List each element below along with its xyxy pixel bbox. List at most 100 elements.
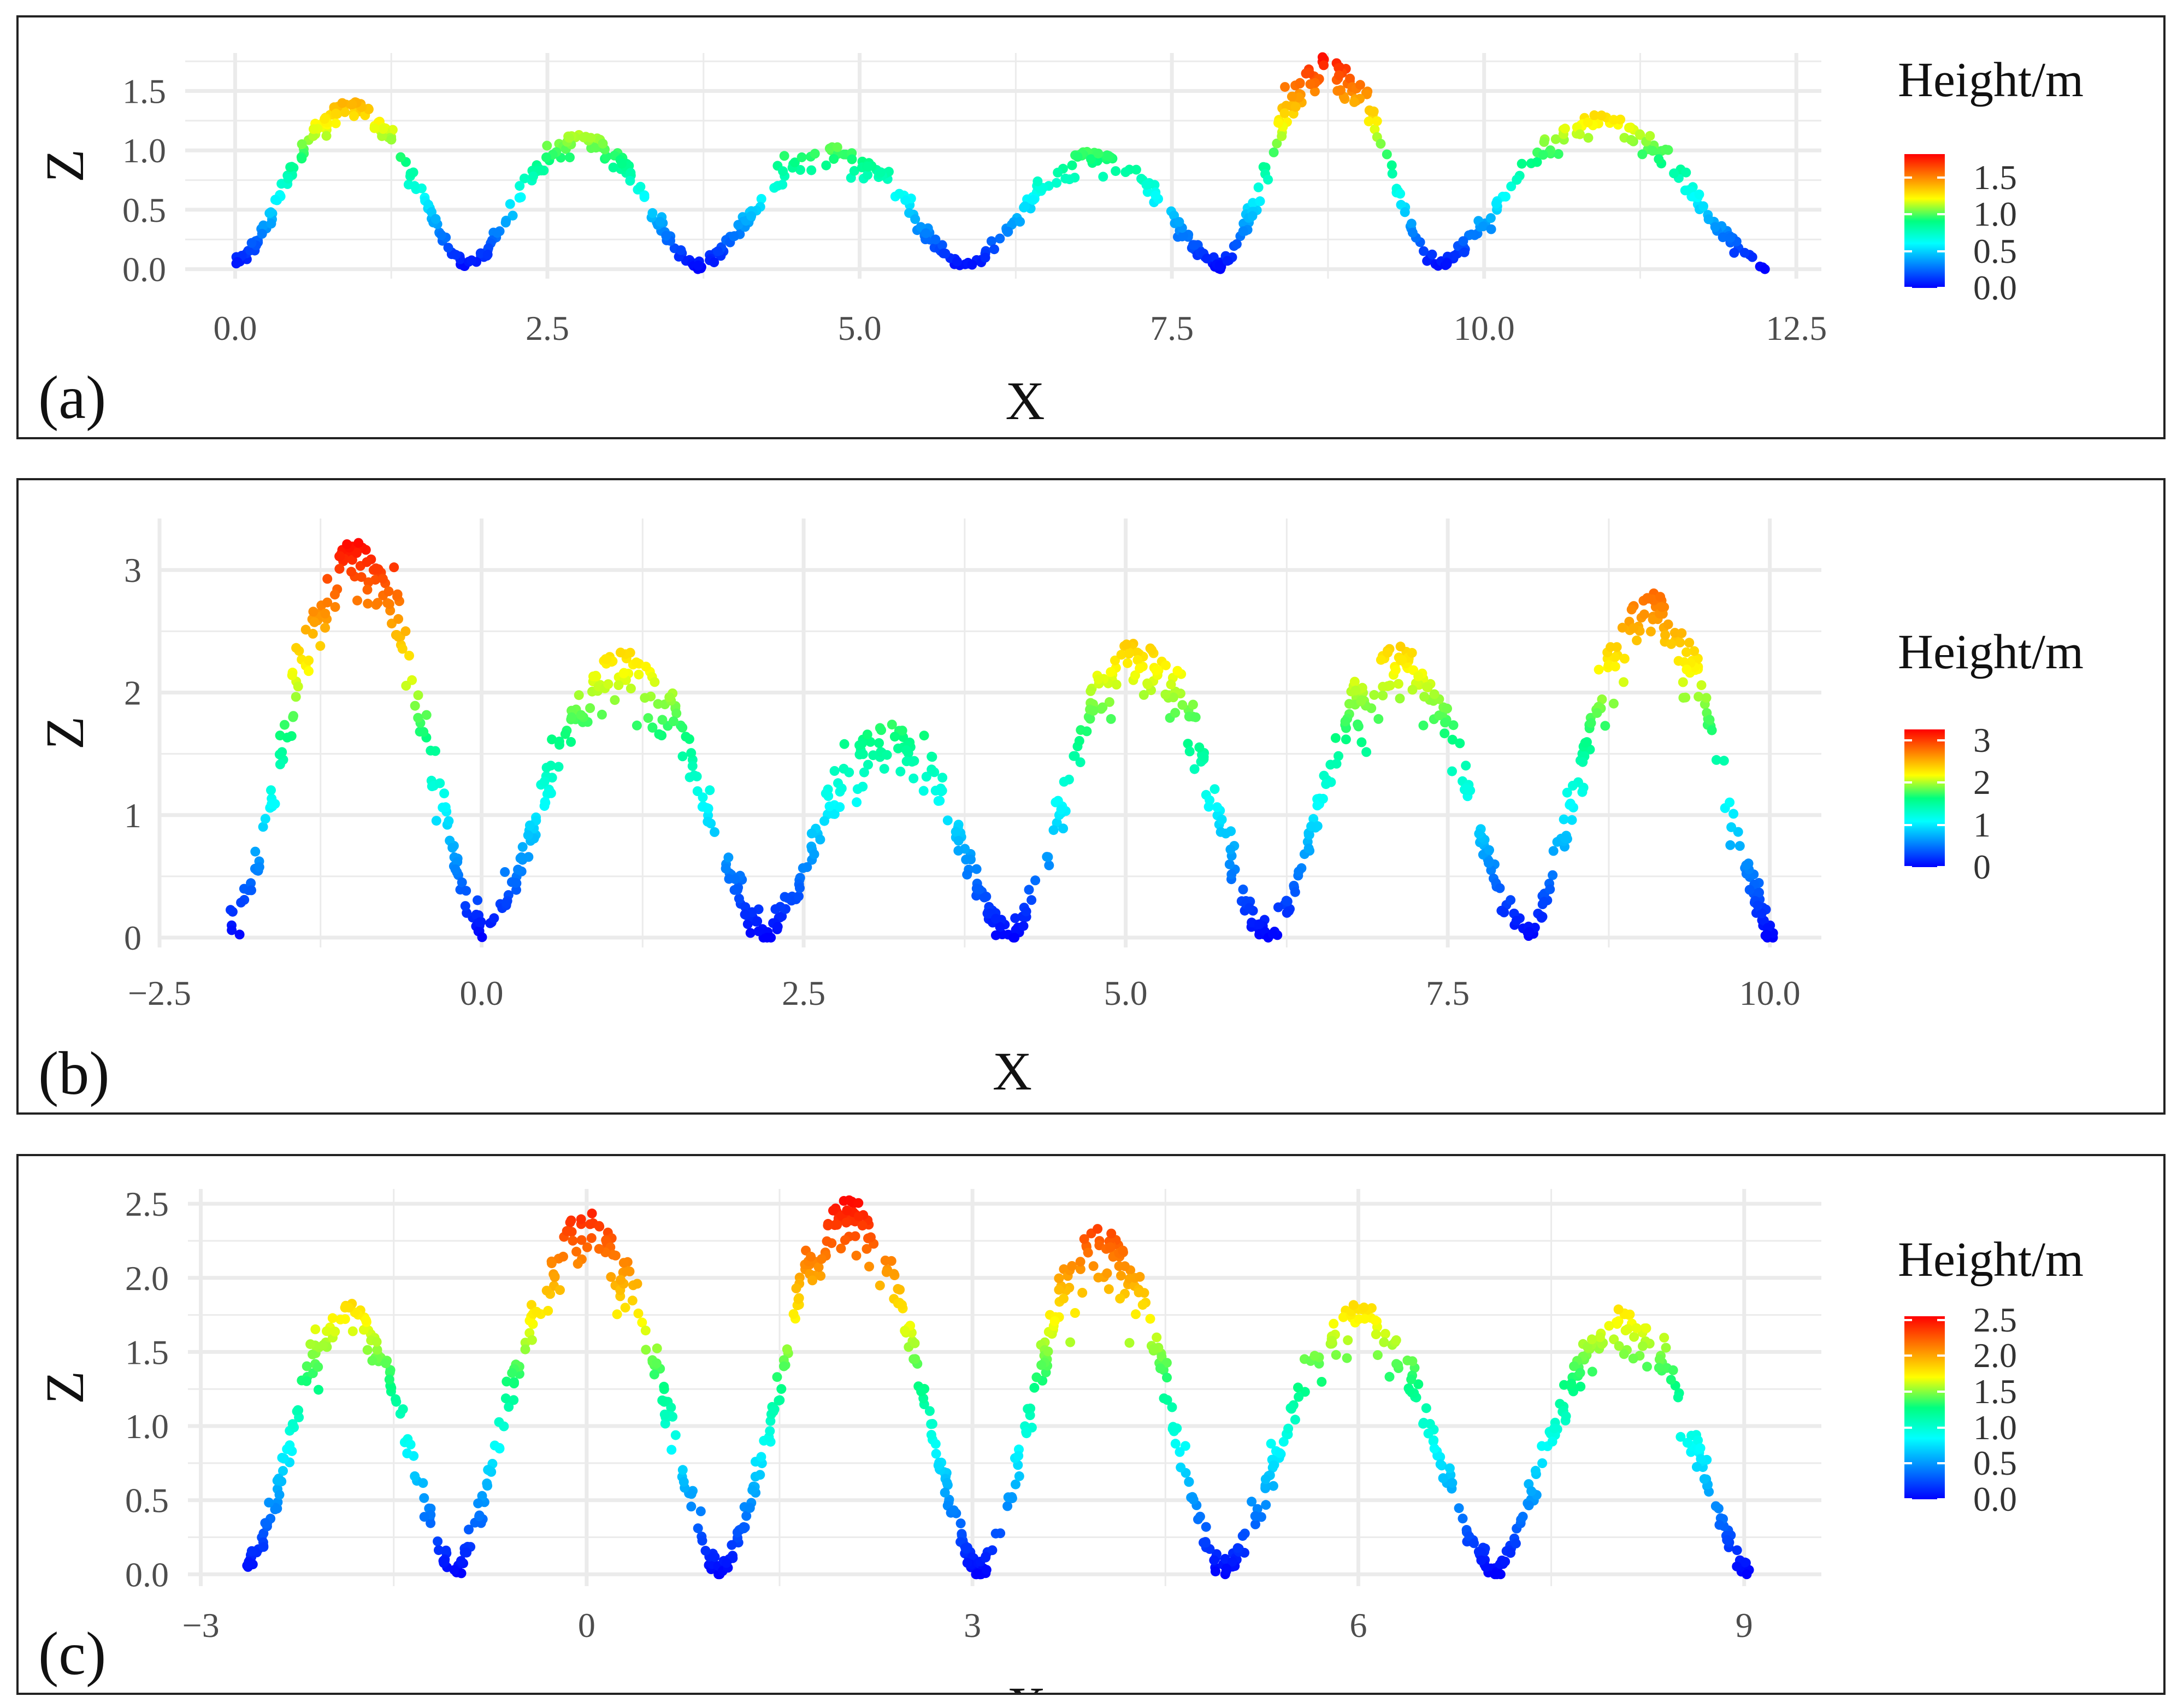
data-point [525,820,535,831]
data-point [565,1217,575,1228]
data-point [841,1217,852,1228]
data-point [1440,717,1450,728]
data-point [1495,883,1505,893]
data-point [806,165,817,175]
data-point [746,211,757,221]
data-point [1106,1228,1117,1239]
data-point [568,1235,578,1246]
y-tick-label: 1.0 [122,131,166,170]
data-point [1194,742,1205,752]
data-point [1330,733,1341,743]
data-point [933,1460,943,1470]
data-point [1309,86,1320,97]
data-point [1232,1543,1243,1553]
data-point [862,729,872,740]
data-point [1283,1423,1294,1434]
data-point [475,917,485,927]
data-point [431,816,441,826]
data-point [1635,130,1645,140]
data-point [1247,1497,1257,1507]
data-point [1459,247,1470,257]
data-point [1694,189,1704,199]
data-point [322,597,333,608]
data-point [989,244,999,255]
data-point [1511,1538,1521,1548]
data-point [709,257,719,268]
data-point [362,557,372,567]
data-point [1124,1338,1135,1348]
data-point [400,626,411,637]
data-point [1250,1511,1260,1521]
data-point [990,914,1001,924]
data-point [1344,699,1354,709]
data-point [1549,1423,1559,1434]
data-point [258,1542,269,1552]
data-point [1290,1415,1300,1425]
data-point [723,852,734,863]
data-point [547,734,557,745]
data-point [698,792,708,803]
data-point [640,693,650,703]
data-point [1429,1444,1439,1454]
data-point [358,1324,369,1335]
data-point [1524,1500,1534,1511]
data-point [1536,912,1547,923]
data-point [1014,1471,1024,1481]
data-point [807,1275,818,1286]
data-point [1390,665,1401,675]
data-point [921,771,931,782]
data-point [335,1315,346,1324]
data-point [318,1340,328,1351]
legend-label: 2.0 [1973,1336,2017,1375]
data-point [1660,630,1671,640]
data-point [1083,1247,1093,1258]
data-point [1642,1362,1652,1372]
data-point [516,192,526,202]
data-point [894,189,905,199]
data-point [789,157,800,168]
data-point [547,773,557,783]
data-point [1059,1293,1069,1304]
data-point [1609,1334,1619,1345]
data-point [1659,1333,1669,1343]
data-point [1106,714,1116,724]
data-point [287,670,297,680]
data-point [352,548,362,558]
y-tick-label: 2.0 [125,1259,169,1298]
data-point [1138,690,1149,700]
data-point [278,1466,288,1476]
data-point [881,1267,892,1277]
data-point [953,835,964,846]
data-point [459,1547,470,1558]
data-point [1689,646,1700,656]
data-point [1391,1335,1401,1345]
data-point [1732,1545,1742,1556]
data-point [1067,160,1077,170]
data-point [641,1345,651,1355]
data-point [283,173,293,184]
x-axis-title: X [1005,370,1045,431]
data-point [835,802,845,812]
data-point [1726,822,1737,832]
data-point [477,932,487,943]
data-point [842,1205,852,1216]
data-point [626,168,636,178]
x-tick-label: −2.5 [128,974,191,1012]
data-point [1594,664,1604,675]
data-point [1693,1435,1703,1446]
data-point [1290,887,1300,897]
data-point [246,1546,257,1556]
data-point [937,240,947,250]
data-point [573,1259,583,1269]
data-point [346,567,356,577]
data-point [1096,704,1106,714]
data-point [1641,1323,1651,1333]
data-point [342,539,352,549]
data-point [863,162,874,172]
data-point [1355,80,1365,90]
data-point [846,1196,856,1206]
data-point [1361,747,1372,757]
data-point [275,759,285,769]
data-point [1161,660,1171,670]
data-point [310,1324,321,1334]
